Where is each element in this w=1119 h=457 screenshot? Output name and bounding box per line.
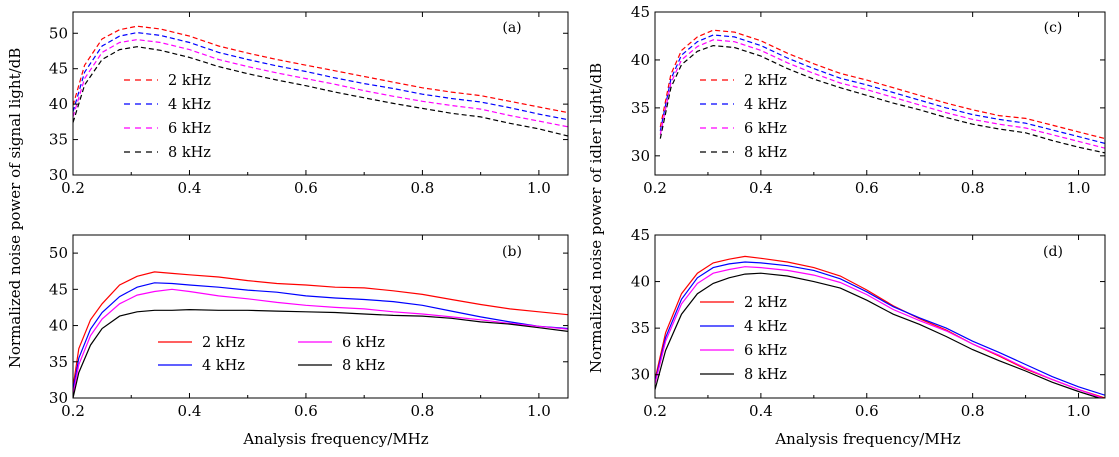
y-tick-label: 45 — [49, 60, 68, 78]
x-tick-label: 0.8 — [961, 179, 985, 197]
y-tick-label: 30 — [631, 366, 650, 384]
x-tick-label: 0.6 — [855, 179, 879, 197]
panel-c: 0.2 0.4 0.6 0.8 1.0 30 35 40 45 (c) 2 kHz 4 kHz 6 kH… — [631, 3, 1106, 197]
series-line-2-khz — [659, 29, 1105, 140]
legend-label: 6 kHz — [744, 343, 787, 359]
y-tick-label: 40 — [49, 317, 68, 335]
x-tick-label: 0.4 — [749, 402, 773, 420]
x-tick-label: 0.2 — [643, 179, 667, 197]
x-tick-label: 0.6 — [855, 402, 879, 420]
y-axis-label-right: Normalized noise power of idler light/dB — [587, 63, 605, 373]
x-tick-label: 0.4 — [178, 402, 202, 420]
y-tick-label: 40 — [49, 95, 68, 113]
x-tick-label: 0.6 — [294, 402, 318, 420]
legend-label: 8 kHz — [168, 145, 211, 161]
y-tick-label: 35 — [49, 131, 68, 149]
legend-label: 4 kHz — [202, 358, 245, 374]
panel-label: (c) — [1044, 20, 1063, 36]
legend-label: 2 kHz — [168, 73, 211, 89]
x-tick-label: 1.0 — [1067, 179, 1091, 197]
y-tick-label: 40 — [631, 51, 650, 69]
panel-a: 0.2 0.4 0.6 0.8 1.0 30 35 40 45 50 (a) 2 kHz 4 kHz 6 … — [49, 11, 569, 197]
series-line-4-khz — [73, 31, 568, 121]
series-line-4-khz — [659, 34, 1105, 144]
panel-label: (d) — [1043, 244, 1063, 260]
panel-label: (a) — [502, 20, 521, 36]
legend-label: 2 kHz — [202, 335, 245, 351]
y-tick-label: 30 — [49, 389, 68, 407]
y-tick-label: 45 — [631, 226, 650, 244]
x-tick-label: 1.0 — [527, 179, 551, 197]
x-tick-label: 0.6 — [294, 179, 318, 197]
y-tick-label: 45 — [631, 3, 650, 21]
y-tick-label: 35 — [49, 353, 68, 371]
legend-label: 6 kHz — [744, 121, 787, 137]
x-tick-label: 0.4 — [749, 179, 773, 197]
legend-label: 4 kHz — [168, 97, 211, 113]
y-tick-label: 35 — [631, 99, 650, 117]
x-tick-label: 0.2 — [61, 402, 85, 420]
panel-b: 0.2 0.4 0.6 0.8 1.0 30 35 40 45 50 (b) 2 kHz 4 kHz 6 … — [49, 234, 569, 420]
x-tick-label: 0.4 — [178, 179, 202, 197]
y-tick-label: 35 — [631, 319, 650, 337]
x-tick-label: 1.0 — [527, 402, 551, 420]
legend-label: 8 kHz — [744, 367, 787, 383]
plot-frame — [72, 11, 569, 176]
legend-label: 2 kHz — [744, 295, 787, 311]
plot-frame — [654, 234, 1106, 399]
panel-d: 0.2 0.4 0.6 0.8 1.0 30 35 40 45 (d) 2 kHz 4 kHz 6 kH… — [631, 226, 1106, 420]
legend-label: 4 kHz — [744, 97, 787, 113]
series-line-4-khz — [655, 261, 1105, 396]
series-line-2-khz — [73, 25, 568, 114]
y-tick-label: 30 — [631, 147, 650, 165]
series-line-6-khz — [659, 39, 1105, 149]
plot-frame — [654, 11, 1106, 176]
legend-label: 8 kHz — [744, 145, 787, 161]
y-axis-label-left: Normalized noise power of signal light/d… — [6, 48, 24, 369]
series-line-4-khz — [73, 282, 568, 391]
series-line-8-khz — [73, 308, 568, 398]
x-axis-label-left: Analysis frequency/MHz — [242, 430, 428, 448]
series-line-6-khz — [655, 266, 1105, 398]
series-line-8-khz — [73, 46, 568, 137]
series-line-2-khz — [655, 255, 1105, 398]
series-line-2-khz — [73, 271, 568, 388]
x-tick-label: 1.0 — [1067, 402, 1091, 420]
y-tick-label: 30 — [49, 166, 68, 184]
legend-label: 4 kHz — [744, 319, 787, 335]
y-tick-label: 50 — [49, 244, 68, 262]
x-tick-label: 0.8 — [410, 402, 434, 420]
y-tick-label: 45 — [49, 280, 68, 298]
legend-label: 6 kHz — [342, 335, 385, 351]
legend-label: 8 kHz — [342, 358, 385, 374]
panel-label: (b) — [502, 244, 522, 260]
y-tick-label: 40 — [631, 273, 650, 291]
series-line-6-khz — [73, 38, 568, 128]
x-axis-label-right: Analysis frequency/MHz — [774, 430, 960, 448]
series-line-8-khz — [655, 272, 1101, 398]
series-line-8-khz — [659, 44, 1105, 154]
series-line-6-khz — [73, 288, 568, 395]
plot-frame — [72, 234, 569, 399]
x-tick-label: 0.8 — [410, 179, 434, 197]
x-tick-label: 0.8 — [961, 402, 985, 420]
y-tick-label: 50 — [49, 24, 68, 42]
x-tick-label: 0.2 — [61, 179, 85, 197]
legend-label: 6 kHz — [168, 121, 211, 137]
legend-label: 2 kHz — [744, 73, 787, 89]
x-tick-label: 0.2 — [643, 402, 667, 420]
